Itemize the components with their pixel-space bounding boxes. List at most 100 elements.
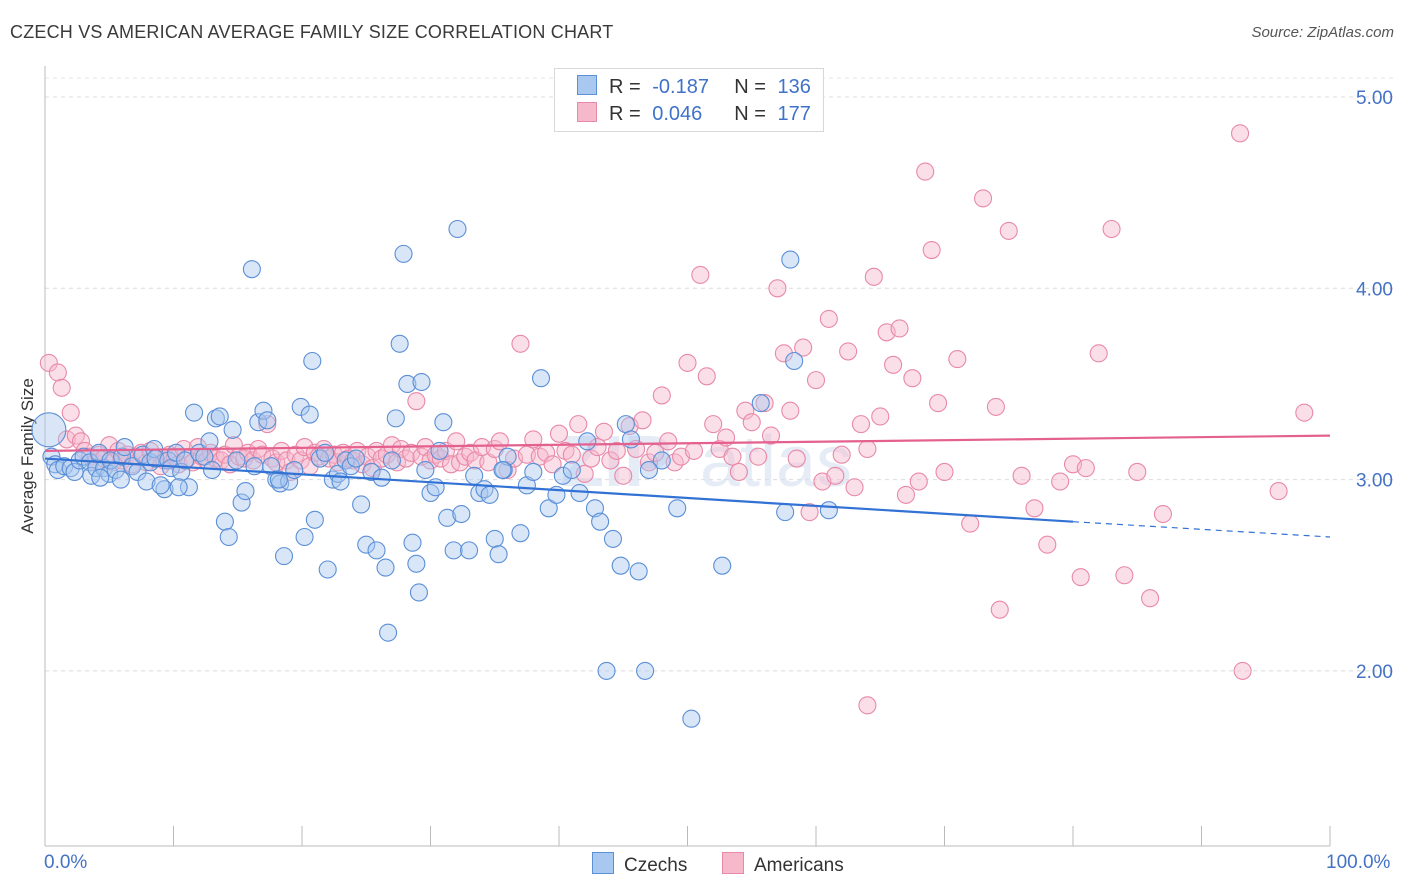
czech-point [357, 535, 376, 554]
czech-n-value: 136 [777, 76, 811, 98]
czech-point [249, 413, 268, 432]
american-point [511, 334, 530, 353]
american-point [272, 441, 291, 460]
american-point [659, 432, 678, 451]
american-point [845, 478, 864, 497]
american-point [851, 415, 871, 434]
american-point [697, 367, 716, 386]
czech-point [819, 501, 838, 520]
x-max-label: 100.0% [1326, 852, 1391, 873]
czech-point [300, 405, 319, 424]
american-point [407, 392, 426, 411]
czech-point [459, 541, 479, 560]
american-point [832, 445, 851, 464]
american-point [858, 439, 877, 459]
czech-point [636, 661, 655, 680]
american-point [729, 462, 748, 481]
czech-point [305, 510, 324, 529]
american-point [871, 407, 890, 426]
czech-r-value: -0.187 [652, 76, 709, 98]
american-point [678, 353, 697, 372]
american-point [929, 394, 948, 413]
czech-point [137, 472, 156, 491]
american-point [1089, 344, 1108, 363]
czech-point [611, 556, 630, 575]
czech-point [151, 476, 170, 495]
czech-point [242, 260, 261, 279]
american-swatch [577, 102, 597, 122]
series-czechs [31, 219, 838, 728]
czech-point [390, 334, 409, 353]
american-point [562, 445, 581, 464]
american-trend-line [44, 434, 1331, 453]
correlation-legend: R = -0.187 N = 136 R = 0.046 N = 177 [554, 68, 824, 132]
american-point [684, 441, 703, 460]
czech-point [372, 468, 391, 487]
czech-point [498, 447, 517, 466]
american-point [442, 455, 461, 474]
american-r-label: R = [609, 103, 641, 125]
czech-point [210, 407, 229, 426]
czech-point [485, 529, 504, 548]
american-point [819, 309, 838, 328]
czech-point [386, 409, 405, 428]
czech-point [236, 482, 255, 501]
czech-point [603, 529, 623, 548]
czech-point [416, 460, 435, 480]
american-point [614, 466, 633, 485]
czech-point [409, 583, 428, 602]
americans-swatch [722, 852, 744, 874]
czech-point [262, 457, 281, 476]
czech-point [585, 499, 605, 518]
czech-point [223, 420, 242, 439]
american-point [447, 432, 466, 451]
source-note: Source: ZipAtlas.com [1251, 24, 1394, 41]
y-tick-label: 5.00 [1356, 88, 1393, 109]
y-tick-label: 3.00 [1356, 471, 1393, 492]
american-point [774, 344, 793, 363]
american-point [1025, 499, 1044, 518]
american-point [909, 472, 928, 491]
czech-point [452, 504, 471, 524]
czech-point [524, 462, 543, 481]
czech-point [412, 372, 431, 392]
american-point [258, 415, 277, 434]
american-point [794, 338, 813, 357]
czech-point [578, 432, 597, 451]
czech-point [232, 493, 251, 512]
american-point [1102, 219, 1121, 239]
american-point [524, 430, 543, 449]
american-point [839, 342, 858, 361]
american-n-value: 177 [777, 103, 811, 125]
chart-title: CZECH VS AMERICAN AVERAGE FAMILY SIZE CO… [10, 22, 614, 42]
american-point [864, 267, 883, 286]
czech-point [591, 512, 610, 531]
czech-n-label: N = [734, 76, 766, 98]
american-point [1295, 403, 1314, 422]
czech-point [668, 499, 687, 518]
czech-point [318, 560, 337, 579]
czech-point [480, 485, 499, 504]
czech-point [511, 524, 530, 543]
axes [44, 66, 1331, 847]
czech-point [652, 451, 671, 470]
american-point [57, 430, 76, 449]
czech-point [531, 369, 551, 388]
czech-point [376, 558, 395, 577]
czech-point [713, 556, 732, 575]
czech-point [639, 460, 659, 480]
american-point [490, 432, 509, 451]
american-point [652, 386, 671, 405]
american-point [781, 401, 800, 420]
american-point [543, 455, 562, 474]
czech-point [394, 244, 413, 263]
czech-point [115, 438, 134, 457]
y-tick-label: 4.00 [1356, 279, 1393, 300]
american-point [549, 424, 569, 443]
czech-point [570, 483, 589, 503]
czech-point [493, 460, 512, 480]
american-n-label: N = [734, 103, 766, 125]
czech-point [448, 219, 467, 239]
czech-point [539, 499, 558, 518]
american-point [903, 369, 922, 388]
